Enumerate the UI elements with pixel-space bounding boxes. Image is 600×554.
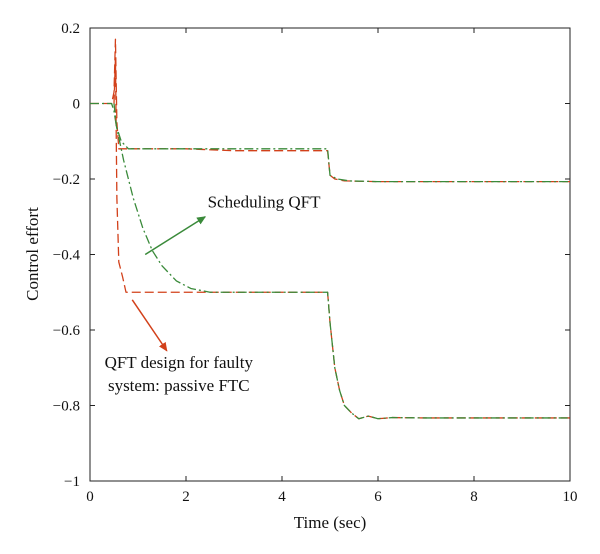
y-tick-label: −1	[64, 474, 80, 490]
series-group	[90, 38, 570, 420]
x-tick-label: 8	[470, 489, 478, 505]
annotation-qft-passive-ftc-text: QFT design for faulty	[105, 353, 254, 372]
y-tick-label: −0.8	[53, 399, 80, 415]
y-tick-label: −0.6	[53, 323, 81, 339]
annotation-scheduling-qft-arrow	[144, 216, 207, 256]
annotation-qft-passive-ftc-text: system: passive FTC	[108, 376, 250, 395]
series-line	[90, 38, 570, 183]
plot-frame	[89, 27, 571, 482]
y-tick-label: −0.4	[53, 248, 81, 264]
x-tick-label: 4	[278, 489, 286, 505]
plot-area: 0 2 4 6 8 10 −1 −0.8 −0.6 −0.4 −0.2 0 0.2 Scheduling …	[53, 21, 578, 505]
y-tick-label: 0	[73, 97, 81, 113]
y-tick-label: −0.2	[53, 172, 80, 188]
x-tick-label: 2	[182, 489, 190, 505]
y-axis-label: Control effort	[23, 207, 42, 301]
annotation-scheduling-qft-text: Scheduling QFT	[208, 192, 321, 211]
annotation-qft-passive-ftc-arrow	[131, 299, 168, 352]
x-axis-label: Time (sec)	[294, 513, 367, 532]
x-tick-label: 6	[374, 489, 382, 505]
x-tick-label: 0	[86, 489, 94, 505]
x-tick-label: 10	[563, 489, 578, 505]
series-line	[113, 103, 570, 420]
y-tick-label: 0.2	[61, 21, 80, 37]
series-line	[90, 102, 570, 183]
